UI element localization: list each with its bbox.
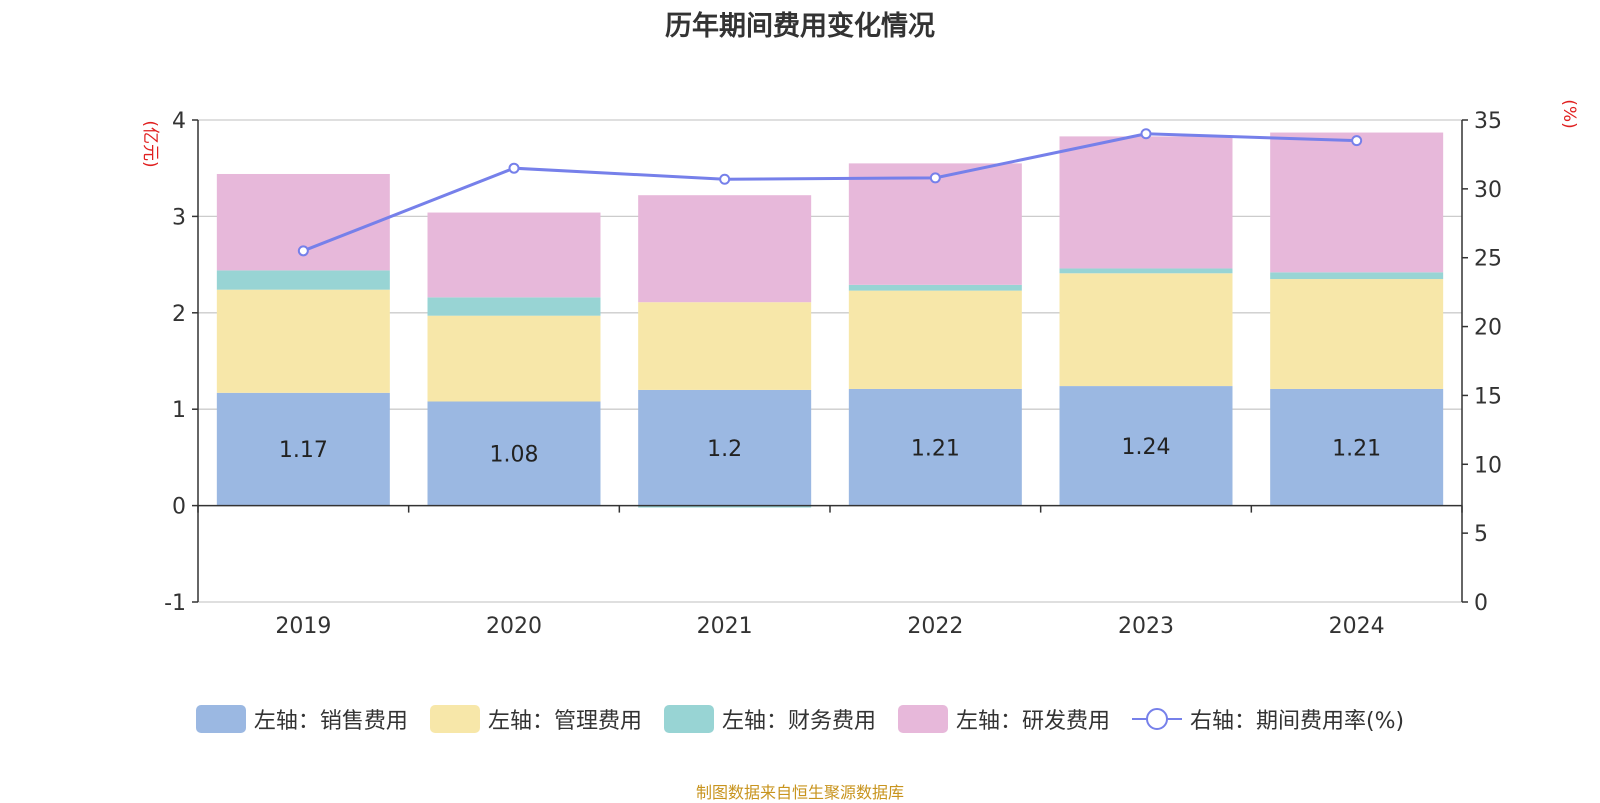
right-tick-label: 10 bbox=[1474, 453, 1502, 478]
bar-segment bbox=[638, 389, 812, 506]
bar-segment bbox=[1059, 273, 1233, 387]
left-tick-label: 0 bbox=[172, 495, 186, 520]
rate-point bbox=[1140, 128, 1152, 140]
x-tick-label: 2021 bbox=[697, 614, 753, 639]
x-tick-label: 2019 bbox=[275, 614, 331, 639]
data-label: 1.08 bbox=[490, 443, 539, 468]
data-labels: 1.17 1.08 1.2 1.21 1.24 1.21 bbox=[279, 435, 1381, 468]
legend-item-rnd[interactable]: 左轴：研发费用 bbox=[897, 703, 1110, 735]
bar-segment bbox=[848, 290, 1022, 389]
bar-group bbox=[216, 132, 1444, 508]
legend-label-rnd: 左轴：研发费用 bbox=[955, 709, 1110, 734]
x-tick-label: 2020 bbox=[486, 614, 542, 639]
x-tick-label: 2024 bbox=[1329, 614, 1385, 639]
data-label: 1.21 bbox=[1332, 436, 1381, 461]
right-tick-label: 0 bbox=[1474, 591, 1488, 616]
legend-swatch-sales bbox=[195, 705, 246, 733]
legend-swatch-rnd bbox=[897, 705, 948, 733]
legend-item-admin[interactable]: 左轴：管理费用 bbox=[429, 703, 642, 735]
right-tick-label: 5 bbox=[1474, 522, 1488, 547]
bar-segment bbox=[216, 270, 390, 290]
bar-segment bbox=[1059, 386, 1233, 506]
bar-segment bbox=[1270, 132, 1444, 273]
bar-segment bbox=[638, 505, 812, 508]
legend-item-sales[interactable]: 左轴：销售费用 bbox=[195, 703, 408, 735]
bar-segment bbox=[427, 401, 601, 506]
bar-segment bbox=[1059, 136, 1233, 269]
data-label: 1.2 bbox=[707, 437, 742, 462]
left-axis-title: (亿元) bbox=[140, 120, 160, 167]
bar-segment bbox=[1270, 279, 1444, 389]
bar-segment bbox=[1270, 388, 1444, 506]
left-tick-label: 4 bbox=[172, 109, 186, 134]
bar-segment bbox=[1059, 268, 1233, 274]
legend-label-admin: 左轴：管理费用 bbox=[487, 709, 642, 734]
left-tick-label: 3 bbox=[172, 205, 186, 230]
right-tick-label: 25 bbox=[1474, 247, 1502, 272]
legend-item-rate[interactable]: 右轴：期间费用率(%) bbox=[1131, 703, 1405, 735]
right-tick-label: 30 bbox=[1474, 178, 1502, 203]
rate-point bbox=[719, 173, 731, 185]
bar-segment bbox=[848, 163, 1022, 285]
rate-point bbox=[297, 245, 309, 257]
bar-segment bbox=[1270, 272, 1444, 280]
legend-swatch-finance bbox=[663, 705, 714, 733]
gridlines bbox=[198, 119, 1462, 603]
bar-segment bbox=[216, 392, 390, 506]
chart-title: 历年期间费用变化情况 bbox=[665, 11, 935, 42]
legend-swatch-admin bbox=[429, 705, 480, 733]
bar-segment bbox=[848, 284, 1022, 291]
bar-segment bbox=[848, 388, 1022, 506]
left-tick-label: 1 bbox=[172, 398, 186, 423]
right-axis-title: (%) bbox=[1559, 99, 1579, 128]
bar-segment bbox=[638, 302, 812, 390]
legend: 左轴：销售费用 左轴：管理费用 左轴：财务费用 左轴：研发费用 右轴：期间费用率… bbox=[0, 703, 1600, 735]
bar-segment bbox=[427, 212, 601, 298]
x-tick-label: 2022 bbox=[907, 614, 963, 639]
left-tick-label: 2 bbox=[172, 302, 186, 327]
right-tick-label: 20 bbox=[1474, 316, 1502, 341]
legend-label-sales: 左轴：销售费用 bbox=[253, 709, 408, 734]
data-label: 1.17 bbox=[279, 438, 328, 463]
axes: -1 0 1 2 3 4 0 5 10 15 20 25 30 35 (亿元) (%) 2019 2020 2021… bbox=[140, 99, 1579, 639]
right-tick-label: 15 bbox=[1474, 384, 1502, 409]
right-tick-label: 35 bbox=[1474, 109, 1502, 134]
legend-label-finance: 左轴：财务费用 bbox=[721, 709, 876, 734]
data-label: 1.24 bbox=[1122, 435, 1171, 460]
rate-point bbox=[929, 172, 941, 184]
legend-item-finance[interactable]: 左轴：财务费用 bbox=[663, 703, 876, 735]
rate-point bbox=[508, 162, 520, 174]
data-label: 1.21 bbox=[911, 436, 960, 461]
rate-line bbox=[302, 132, 1357, 253]
bar-segment bbox=[216, 289, 390, 393]
source-note: 制图数据来自恒生聚源数据库 bbox=[695, 783, 904, 802]
x-tick-label: 2023 bbox=[1118, 614, 1174, 639]
legend-label-rate: 右轴：期间费用率(%) bbox=[1189, 709, 1405, 734]
rate-line-group bbox=[297, 128, 1363, 257]
rate-point bbox=[1351, 135, 1363, 147]
bar-segment bbox=[427, 297, 601, 316]
bar-segment bbox=[427, 315, 601, 402]
legend-line-icon bbox=[1131, 705, 1182, 733]
left-tick-label: -1 bbox=[164, 591, 186, 616]
bar-segment bbox=[638, 195, 812, 303]
